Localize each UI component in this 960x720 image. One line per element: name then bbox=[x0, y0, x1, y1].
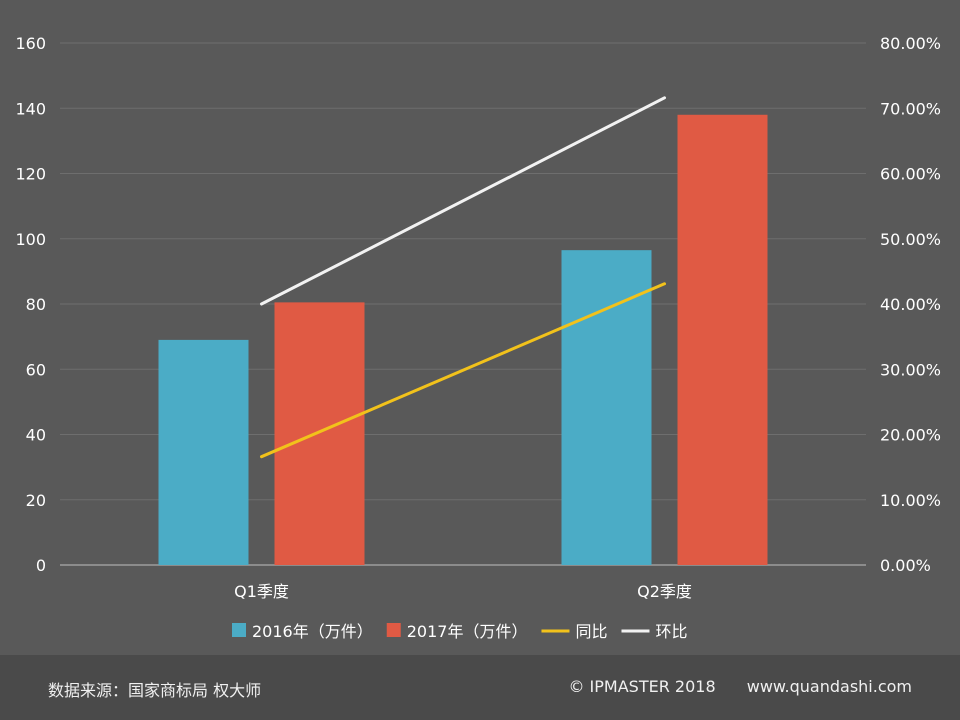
y-tick-label: 100 bbox=[15, 230, 46, 249]
y-tick-label: 120 bbox=[15, 165, 46, 184]
copyright-text: © IPMASTER 2018 bbox=[568, 677, 716, 696]
bar bbox=[274, 302, 365, 565]
legend-swatch bbox=[386, 623, 401, 637]
y2-tick-label: 10.00% bbox=[880, 491, 941, 510]
series-line bbox=[260, 96, 666, 306]
combo-chart: 0 0.00% 20 10.00% 40 20.00% 60 30.00% 80 40.00% 10… bbox=[15, 34, 941, 641]
series-line bbox=[260, 282, 666, 459]
y2-tick-label: 40.00% bbox=[880, 295, 941, 314]
y-tick-label: 20 bbox=[26, 491, 46, 510]
y2-tick-label: 0.00% bbox=[880, 556, 931, 575]
bar bbox=[677, 114, 768, 566]
y2-tick-label: 70.00% bbox=[880, 99, 941, 118]
legend-label: 同比 bbox=[575, 622, 607, 641]
y2-tick-label: 60.00% bbox=[880, 165, 941, 184]
y-tick-label: 140 bbox=[15, 99, 46, 118]
website-text: www.quandashi.com bbox=[746, 677, 912, 696]
legend-label: 环比 bbox=[655, 622, 687, 641]
x-tick-label: Q1季度 bbox=[234, 582, 289, 601]
y2-tick-label: 50.00% bbox=[880, 230, 941, 249]
footer: 数据来源：国家商标局 权大师 © IPMASTER 2018 www.quand… bbox=[0, 655, 960, 720]
y2-tick-label: 20.00% bbox=[880, 426, 941, 445]
data-source-text: 数据来源：国家商标局 权大师 bbox=[48, 681, 262, 700]
y-tick-label: 60 bbox=[26, 360, 46, 379]
legend-label: 2017年（万件） bbox=[407, 622, 528, 641]
y-tick-label: 40 bbox=[26, 426, 46, 445]
legend-swatch bbox=[232, 623, 246, 637]
bar bbox=[158, 339, 249, 565]
y-tick-label: 80 bbox=[26, 295, 46, 314]
footer-right: © IPMASTER 2018 www.quandashi.com bbox=[542, 677, 912, 696]
y-tick-label: 0 bbox=[36, 556, 46, 575]
legend-label: 2016年（万件） bbox=[252, 622, 373, 641]
y2-tick-label: 30.00% bbox=[880, 360, 941, 379]
bar bbox=[561, 250, 652, 565]
y2-tick-label: 80.00% bbox=[880, 34, 941, 53]
x-tick-label: Q2季度 bbox=[637, 582, 692, 601]
y-tick-label: 160 bbox=[15, 34, 46, 53]
